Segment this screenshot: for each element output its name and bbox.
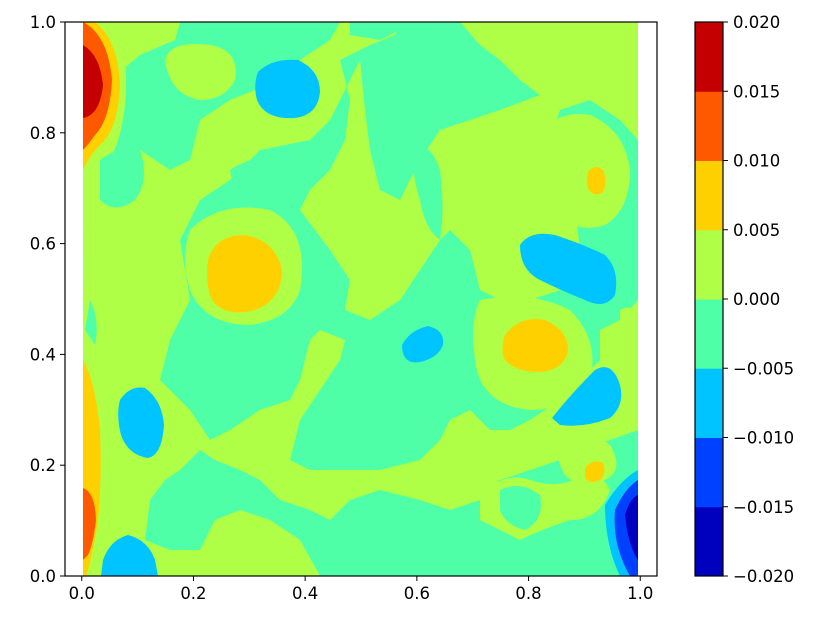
y-tick-label: 1.0 bbox=[30, 13, 56, 32]
contour-region bbox=[586, 166, 606, 195]
contour-region bbox=[165, 44, 236, 100]
colorbar-band bbox=[695, 299, 723, 369]
colorbar-tick-label: 0.020 bbox=[733, 13, 780, 32]
colorbar: −0.020 −0.015 −0.010 −0.005 0.000 0.005 0.010 0… bbox=[694, 13, 794, 586]
colorbar-tick-label: 0.005 bbox=[733, 221, 780, 240]
colorbar-band bbox=[695, 437, 723, 508]
colorbar-band bbox=[695, 506, 723, 577]
contour-region bbox=[350, 22, 470, 40]
contour-region bbox=[520, 233, 617, 304]
contour-region bbox=[83, 22, 638, 576]
contour-region bbox=[620, 307, 638, 380]
contour-region bbox=[543, 114, 630, 228]
contour-region bbox=[402, 326, 444, 363]
colorbar-tick-label: −0.010 bbox=[733, 429, 794, 448]
contour-field bbox=[83, 22, 638, 576]
colorbar-tick-label: −0.005 bbox=[733, 359, 794, 378]
contour-region bbox=[413, 147, 443, 240]
y-tick-label: 0.6 bbox=[30, 235, 56, 254]
y-tick-label: 0.4 bbox=[30, 345, 56, 364]
contour-region bbox=[207, 235, 282, 313]
x-tick-label: 0.6 bbox=[404, 584, 430, 603]
contour-region bbox=[83, 45, 103, 118]
colorbar-band bbox=[695, 368, 723, 438]
colorbar-tick-label: 0.000 bbox=[733, 290, 780, 309]
contour-region bbox=[101, 535, 158, 576]
x-tick-label: 0.4 bbox=[292, 584, 318, 603]
contour-band-darkblue bbox=[625, 495, 638, 560]
y-tick-label: 0.8 bbox=[30, 124, 56, 143]
y-axis-ticks: 0.0 0.2 0.4 0.6 0.8 1.0 bbox=[30, 13, 65, 586]
colorbar-tick-label: 0.015 bbox=[733, 82, 780, 101]
y-tick-label: 0.2 bbox=[30, 456, 56, 475]
x-axis-ticks: 0.0 0.2 0.4 0.6 0.8 1.0 bbox=[69, 576, 653, 603]
contour-region bbox=[230, 158, 297, 205]
contour-region bbox=[83, 180, 95, 300]
y-tick-label: 0.0 bbox=[30, 567, 56, 586]
contour-region bbox=[85, 300, 97, 345]
contour-region bbox=[552, 367, 622, 426]
contour-band-red bbox=[83, 45, 103, 118]
colorbar-tick-label: −0.020 bbox=[733, 567, 794, 586]
contour-region bbox=[255, 59, 320, 119]
colorbar-band bbox=[695, 229, 723, 300]
colorbar-band bbox=[695, 91, 723, 161]
contour-region bbox=[100, 148, 144, 208]
colorbar-band bbox=[695, 160, 723, 231]
contour-region bbox=[502, 319, 568, 372]
colorbar-band bbox=[695, 22, 723, 92]
x-tick-label: 1.0 bbox=[627, 584, 653, 603]
contour-region bbox=[585, 461, 605, 483]
contour-region bbox=[118, 387, 164, 458]
contour-region bbox=[500, 486, 541, 530]
contour-band-green bbox=[85, 22, 541, 530]
contour-region bbox=[625, 495, 638, 560]
x-tick-label: 0.2 bbox=[180, 584, 206, 603]
contour-region bbox=[83, 488, 96, 560]
x-tick-label: 0.0 bbox=[69, 584, 95, 603]
axes-frame bbox=[64, 21, 658, 577]
colorbar-tick-label: −0.015 bbox=[733, 498, 794, 517]
contour-band-cyan bbox=[101, 59, 638, 576]
colorbar-tick-label: 0.010 bbox=[733, 152, 780, 171]
x-tick-label: 0.8 bbox=[515, 584, 541, 603]
